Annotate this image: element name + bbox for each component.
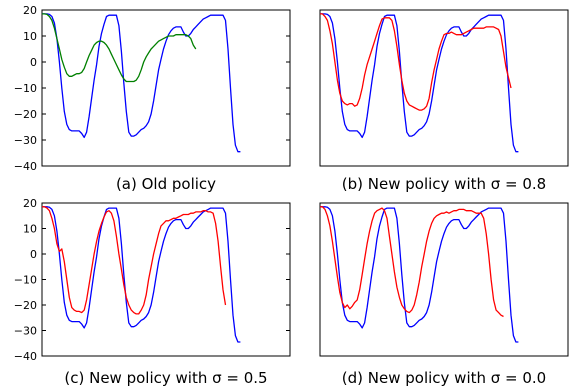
series-line-a-0 (42, 13, 241, 153)
caption-c: (c) New policy with σ = 0.5 (64, 369, 267, 387)
y-tick-label: 20 (23, 197, 37, 210)
series-line-b-0 (320, 13, 519, 153)
y-tick-label: −20 (14, 299, 37, 312)
panel-d (319, 202, 569, 357)
y-tick-label: −40 (14, 160, 37, 173)
panel-a: −40 −30 −20 −10 0 10 20 (14, 4, 291, 173)
series-line-d-1 (320, 206, 504, 318)
y-tick-label: 10 (23, 30, 37, 43)
caption-a: (a) Old policy (116, 175, 216, 193)
panel-c: −40 −30 −20 −10 0 10 20 (14, 197, 291, 363)
y-tick-label: −30 (14, 325, 37, 338)
series-line-a-1 (42, 13, 197, 83)
y-tick-label: −40 (14, 350, 37, 363)
series-line-b-1 (320, 13, 512, 111)
y-tick-label: 0 (30, 56, 37, 69)
plot-frame-d (319, 202, 569, 357)
plot-frame-b (319, 9, 569, 167)
y-tick-label: 10 (23, 223, 37, 236)
plot-frame-c (41, 202, 291, 357)
y-tick-label: 20 (23, 4, 37, 17)
series-line-c-0 (42, 206, 241, 343)
y-tick-label: −10 (14, 274, 37, 287)
caption-d: (d) New policy with σ = 0.0 (342, 369, 546, 387)
series-line-c-1 (42, 206, 227, 315)
y-tick-label: −20 (14, 108, 37, 121)
y-tick-label: 0 (30, 248, 37, 261)
y-tick-label: −10 (14, 82, 37, 95)
series-line-d-0 (320, 206, 519, 343)
plot-frame-a (41, 9, 291, 167)
panel-b (319, 9, 569, 167)
caption-b: (b) New policy with σ = 0.8 (342, 175, 546, 193)
y-tick-label: −30 (14, 134, 37, 147)
